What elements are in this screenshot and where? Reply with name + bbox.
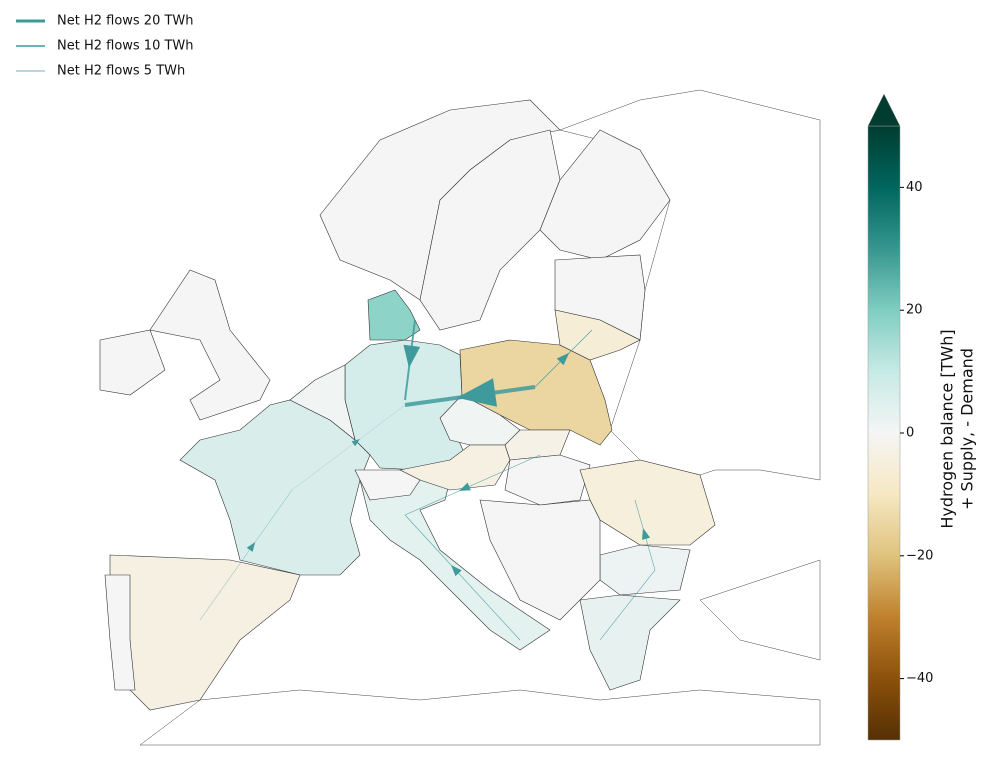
- colorbar-tick-label: −40: [906, 671, 933, 686]
- colorbar-body: [867, 125, 901, 741]
- flow-arrowhead: [642, 528, 651, 540]
- region: [104, 574, 136, 691]
- flow-arrowhead: [403, 344, 421, 368]
- region: [504, 454, 591, 506]
- region: [354, 469, 421, 501]
- colorbar-tick-label: −20: [906, 548, 933, 563]
- region: [367, 289, 421, 341]
- flow-line: [404, 454, 541, 516]
- flow-line: [599, 499, 656, 641]
- turkey: [699, 559, 821, 661]
- region: [149, 269, 271, 421]
- flow-line: [404, 514, 521, 641]
- colorbar-label: + Supply, - Demand: [958, 348, 977, 510]
- flow-arrowhead: [351, 439, 360, 447]
- legend: Net H2 flows 20 TWh Net H2 flows 10 TWh Ne…: [16, 14, 194, 79]
- region: [599, 544, 691, 596]
- colorbar-label: Hydrogen balance [TWh]: [938, 329, 957, 528]
- region: [539, 129, 671, 261]
- region: [99, 329, 166, 396]
- regions: [99, 99, 716, 711]
- flow-arrowhead: [451, 565, 462, 577]
- colorbar-extend: [867, 93, 901, 127]
- colorbar: 40 20 0 −20 −40 Hydrogen balance [TWh] + Suppl…: [867, 93, 977, 741]
- north-africa: [139, 689, 821, 746]
- region: [579, 594, 681, 691]
- colorbar-tick-label: 20: [906, 303, 923, 318]
- flow-arrowhead: [457, 378, 498, 407]
- flow-arrowhead: [556, 352, 570, 366]
- flow-line: [199, 489, 293, 621]
- flows: [199, 319, 656, 641]
- legend-label: Net H2 flows 5 TWh: [57, 64, 185, 79]
- legend-label: Net H2 flows 20 TWh: [57, 14, 194, 29]
- region: [479, 499, 601, 621]
- colorbar-tick-label: 40: [906, 180, 923, 195]
- flow-arrowhead: [459, 482, 471, 491]
- region: [504, 429, 571, 461]
- region: [289, 364, 356, 441]
- region: [554, 309, 641, 361]
- flow-line: [291, 404, 406, 491]
- flow-arrowhead: [246, 542, 256, 552]
- outside-land: [139, 89, 821, 746]
- colorbar-tick-label: 0: [906, 426, 914, 441]
- legend-label: Net H2 flows 10 TWh: [57, 39, 194, 54]
